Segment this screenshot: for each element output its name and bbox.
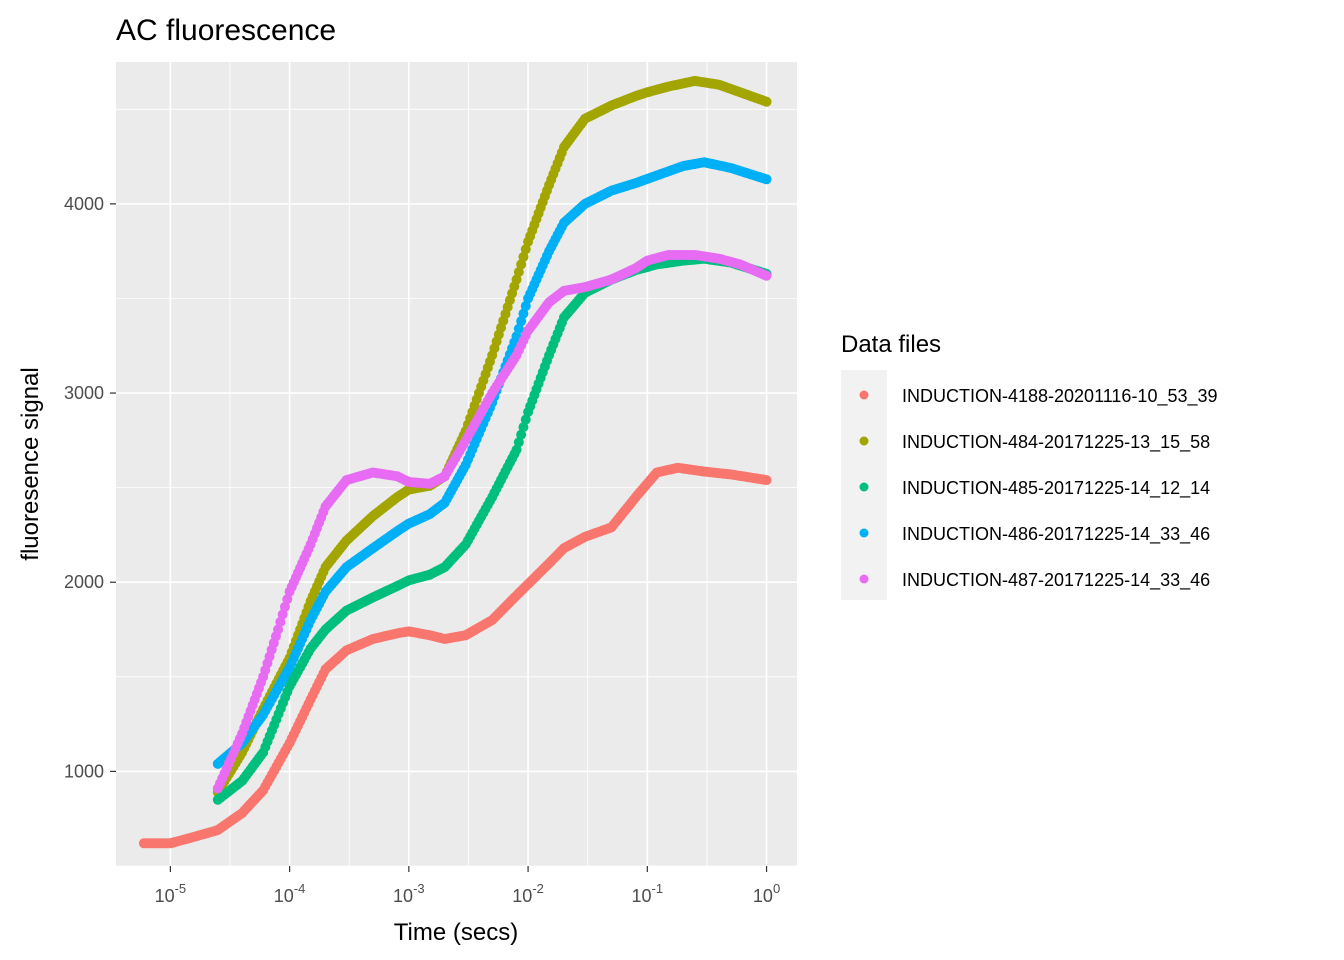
data-point-fill xyxy=(513,266,524,277)
legend-key-5 xyxy=(859,574,869,584)
data-point xyxy=(761,174,772,185)
data-point-fill xyxy=(275,616,286,627)
chart-title: AC fluorescence xyxy=(116,14,336,47)
x-tick-label: 10-5 xyxy=(155,881,187,906)
x-tick-label: 10-2 xyxy=(512,881,544,906)
series-1 xyxy=(138,462,772,849)
y-axis-title: fluoresence signal xyxy=(17,367,44,560)
y-axis: 1000 2000 3000 4000 xyxy=(64,194,116,781)
y-tick-label: 3000 xyxy=(64,383,104,403)
x-tick-label: 100 xyxy=(753,881,780,906)
data-point-fill xyxy=(518,422,529,433)
y-tick-label: 4000 xyxy=(64,194,104,214)
data-point-fill xyxy=(279,601,290,612)
data-point-fill xyxy=(518,308,529,319)
data-point-fill xyxy=(513,323,524,334)
data-point-fill xyxy=(520,244,531,255)
data-point-fill xyxy=(277,609,288,620)
legend-label-4: INDUCTION-486-20171225-14_33_46 xyxy=(902,524,1210,545)
x-tick-label: 10-3 xyxy=(393,881,425,906)
y-tick-label: 2000 xyxy=(64,572,104,592)
legend-key-2 xyxy=(859,436,869,446)
data-point-fill xyxy=(282,594,293,605)
x-axis: 10-5 10-4 10-3 10-2 10-1 100 xyxy=(155,866,780,906)
data-point xyxy=(273,624,284,635)
data-point xyxy=(511,444,522,455)
series-5 xyxy=(212,249,772,794)
x-tick-label: 10-1 xyxy=(632,881,664,906)
data-point-fill xyxy=(518,251,529,262)
legend-key-1 xyxy=(859,390,869,400)
legend-label-1: INDUCTION-4188-20201116-10_53_39 xyxy=(902,386,1218,407)
series-layer xyxy=(138,75,772,849)
legend-label-5: INDUCTION-487-20171225-14_33_46 xyxy=(902,570,1210,591)
y-tick-label: 1000 xyxy=(64,761,104,781)
data-point-fill xyxy=(520,414,531,425)
x-axis-title: Time (secs) xyxy=(394,919,518,946)
data-point-fill xyxy=(516,259,527,270)
grid-major xyxy=(116,62,797,866)
data-point xyxy=(761,270,772,281)
data-point xyxy=(761,96,772,107)
data-point xyxy=(511,274,522,285)
legend-label-2: INDUCTION-484-20171225-13_15_58 xyxy=(902,432,1210,453)
legend-label-3: INDUCTION-485-20171225-14_12_14 xyxy=(902,478,1210,499)
legend-title: Data files xyxy=(841,331,941,358)
data-point-fill xyxy=(520,301,531,312)
data-point-fill xyxy=(516,429,527,440)
legend-key-4 xyxy=(859,528,869,538)
data-point-fill xyxy=(513,437,524,448)
x-tick-label: 10-4 xyxy=(274,881,306,906)
legend-key-3 xyxy=(859,482,869,492)
legend-items: INDUCTION-4188-20201116-10_53_39 INDUCTIO… xyxy=(859,386,1218,591)
legend: Data files INDUCTION-4188-20201116-10_53… xyxy=(841,331,1218,600)
data-point xyxy=(761,475,772,486)
data-point-fill xyxy=(516,316,527,327)
